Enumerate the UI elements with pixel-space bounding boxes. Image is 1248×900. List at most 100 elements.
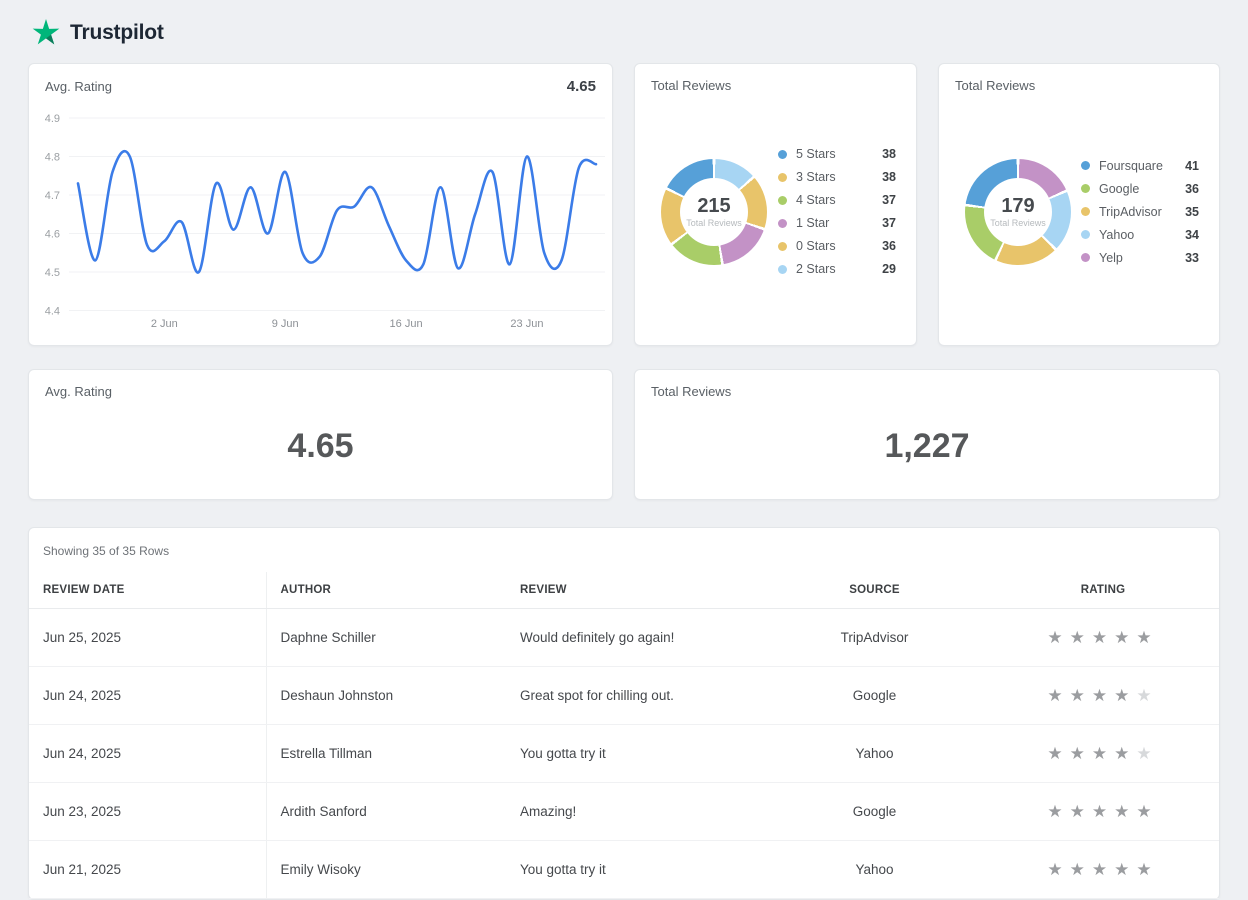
star-rating: ★★★★★: [1047, 628, 1158, 647]
avg-rating-big-value: 4.65: [287, 426, 354, 465]
star-empty-icon: ★: [1136, 685, 1159, 705]
legend-item[interactable]: 4 Stars 37: [778, 193, 896, 207]
cell-source: TripAdvisor: [762, 608, 987, 667]
star-filled-icon: ★: [1114, 685, 1137, 705]
brand-name: Trustpilot: [70, 21, 164, 44]
cell-rating: ★★★★★: [987, 724, 1219, 783]
legend-label: 5 Stars: [796, 147, 836, 161]
avg-rating-line: [76, 150, 598, 274]
legend-value: 29: [882, 262, 896, 276]
cell-source: Google: [762, 666, 987, 725]
star-rating: ★★★★★: [1047, 802, 1158, 821]
legend-item[interactable]: Yelp 33: [1081, 251, 1199, 265]
legend-item[interactable]: 2 Stars 29: [778, 262, 896, 276]
legend-dot-icon: [778, 172, 787, 182]
column-header-rating: RATING: [987, 572, 1219, 609]
legend-label: Yahoo: [1099, 227, 1135, 242]
legend-item[interactable]: Yahoo 34: [1081, 228, 1199, 242]
y-axis-label: 4.9: [45, 113, 60, 125]
cell-source: Google: [762, 782, 987, 841]
legend-value: 34: [1185, 227, 1199, 242]
cell-rating: ★★★★★: [987, 782, 1219, 841]
y-axis-label: 4.4: [45, 306, 60, 318]
legend-label: 0 Stars: [796, 239, 836, 253]
column-header-review-date: REVIEW DATE: [29, 572, 267, 609]
legend-item[interactable]: 1 Star 37: [778, 216, 896, 230]
star-filled-icon: ★: [1114, 627, 1137, 647]
table-row-count-status: Showing 35 of 35 Rows: [43, 544, 170, 558]
legend-value: 38: [882, 170, 896, 184]
cell-rating: ★★★★★: [987, 608, 1219, 667]
total-reviews-by-source-card: Total Reviews 179 Total Reviews Foursqua…: [938, 63, 1220, 346]
legend-dot-icon: [1081, 253, 1090, 262]
avg-rating-summary-card: Avg. Rating 4.65: [28, 369, 613, 500]
legend-value: 41: [1185, 158, 1199, 173]
legend-dot-icon: [1081, 230, 1090, 239]
avg-rating-chart-card: Avg. Rating 4.65 4.9 4.8 4.7 4.6 4.5 4.4 2 Jun…: [28, 63, 613, 346]
legend-item[interactable]: 5 Stars 38: [778, 147, 896, 161]
star-filled-icon: ★: [1069, 685, 1092, 705]
star-filled-icon: ★: [1069, 627, 1092, 647]
sources-donut-chart: 179 Total Reviews: [965, 158, 1071, 265]
legend-label: TripAdvisor: [1099, 204, 1162, 219]
card-title: Total Reviews: [955, 78, 1036, 93]
y-axis-label: 4.8: [45, 152, 60, 164]
legend-label: 1 Star: [796, 216, 830, 230]
donut-center-label: Total Reviews: [990, 218, 1046, 228]
cell-review-date: Jun 24, 2025: [29, 724, 267, 783]
star-filled-icon: ★: [1114, 801, 1137, 821]
star-filled-icon: ★: [1091, 685, 1115, 705]
legend-value: 37: [882, 216, 896, 230]
y-axis-label: 4.5: [45, 267, 60, 279]
star-filled-icon: ★: [1091, 627, 1115, 647]
star-filled-icon: ★: [1091, 859, 1115, 879]
donut-total-value: 215: [697, 195, 731, 217]
table-row: Jun 23, 2025 Ardith Sanford Amazing! Google…: [29, 782, 1219, 841]
star-empty-icon: ★: [1136, 743, 1159, 763]
cell-review: You gotta try it: [506, 724, 762, 783]
star-filled-icon: ★: [1047, 627, 1070, 647]
cell-review: Great spot for chilling out.: [506, 666, 762, 725]
star-filled-icon: ★: [1114, 859, 1137, 879]
donut-center-label: Total Reviews: [686, 218, 742, 228]
legend-value: 33: [1185, 250, 1199, 265]
reviews-table: REVIEW DATE AUTHOR REVIEW SOURCE RATING …: [29, 572, 1219, 899]
legend-dot-icon: [778, 218, 787, 228]
total-reviews-by-stars-card: Total Reviews 215 Total Reviews 5 Stars 3…: [634, 63, 917, 346]
cell-author: Ardith Sanford: [266, 782, 506, 841]
column-header-author: AUTHOR: [266, 572, 506, 609]
x-axis-label: 9 Jun: [272, 318, 299, 330]
trustpilot-star-icon: [32, 19, 60, 47]
card-title: Total Reviews: [651, 384, 732, 399]
cell-author: Emily Wisoky: [266, 840, 506, 899]
column-header-review: REVIEW: [506, 572, 762, 609]
cell-review-date: Jun 21, 2025: [29, 840, 267, 899]
legend-dot-icon: [778, 241, 787, 251]
legend-item[interactable]: TripAdvisor 35: [1081, 205, 1199, 219]
table-row: Jun 21, 2025 Emily Wisoky You gotta try it…: [29, 840, 1219, 899]
legend-dot-icon: [778, 195, 787, 205]
cell-rating: ★★★★★: [987, 840, 1219, 899]
star-filled-icon: ★: [1091, 743, 1115, 763]
table-row: Jun 24, 2025 Deshaun Johnston Great spot f…: [29, 666, 1219, 725]
x-axis-label: 16 Jun: [390, 318, 423, 330]
star-filled-icon: ★: [1047, 859, 1070, 879]
legend-item[interactable]: 3 Stars 38: [778, 170, 896, 184]
cell-review-date: Jun 24, 2025: [29, 666, 267, 725]
legend-item[interactable]: Foursquare 41: [1081, 159, 1199, 173]
legend-item[interactable]: Google 36: [1081, 182, 1199, 196]
reviews-table-body: Jun 25, 2025 Daphne Schiller Would definit…: [29, 608, 1219, 899]
legend-dot-icon: [1081, 161, 1090, 170]
donut-total-value: 179: [1001, 195, 1035, 217]
legend-dot-icon: [778, 264, 787, 274]
legend-item[interactable]: 0 Stars 36: [778, 239, 896, 253]
star-rating: ★★★★★: [1047, 744, 1158, 763]
cell-source: Yahoo: [762, 840, 987, 899]
x-axis-label: 23 Jun: [510, 318, 543, 330]
sources-donut-legend: Foursquare 41 Google 36 TripAdvisor 35 Yahoo 34…: [1081, 159, 1199, 265]
y-axis-label: 4.6: [45, 229, 60, 241]
total-reviews-summary-card: Total Reviews 1,227: [634, 369, 1220, 500]
app-header: Trustpilot: [0, 0, 1248, 63]
legend-value: 37: [882, 193, 896, 207]
cell-review-date: Jun 23, 2025: [29, 782, 267, 841]
